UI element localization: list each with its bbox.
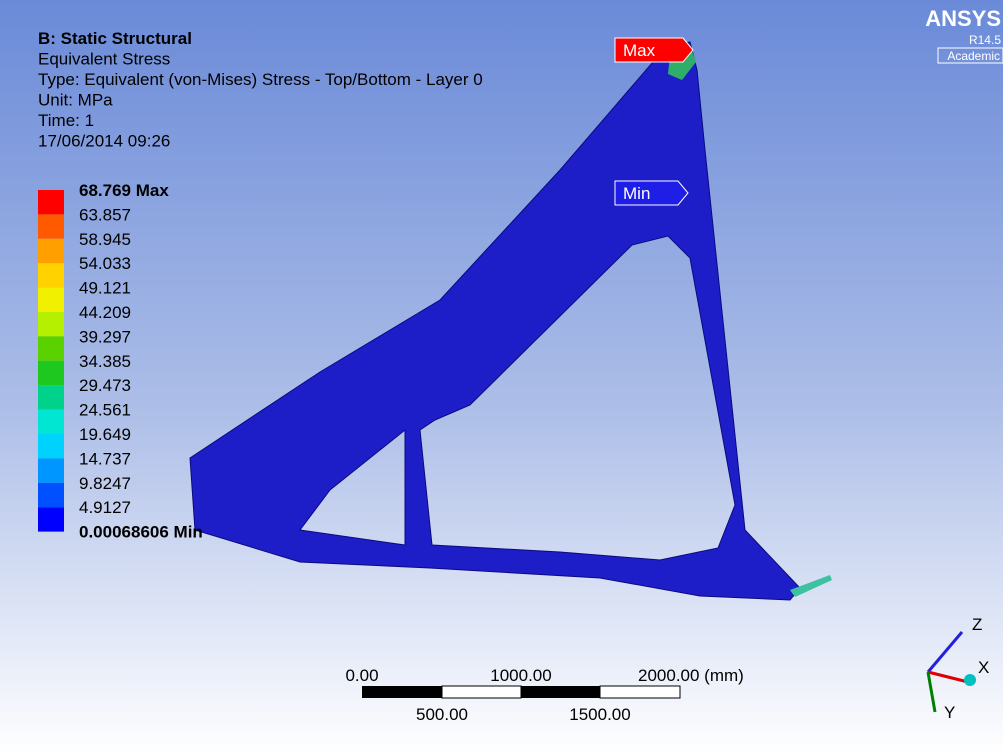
legend-swatch [38, 263, 64, 287]
min-label: Min [623, 184, 650, 203]
max-label: Max [623, 41, 656, 60]
legend-swatch [38, 336, 64, 360]
header-line: 17/06/2014 09:26 [38, 132, 170, 151]
logo-version: R14.5 [969, 33, 1001, 47]
scale-label: 1000.00 [490, 666, 551, 685]
header-line: Time: 1 [38, 111, 94, 130]
header-line: Unit: MPa [38, 91, 113, 110]
legend-swatch [38, 385, 64, 409]
axis-z: Z [972, 615, 982, 634]
scale-label: 500.00 [416, 705, 468, 724]
legend-label: 39.297 [79, 327, 131, 346]
legend-swatch [38, 361, 64, 385]
min-probe: Min [615, 181, 688, 205]
logo-name: ANSYS [925, 6, 1001, 31]
legend-swatch [38, 190, 64, 214]
legend-swatch [38, 410, 64, 434]
legend-label: 49.121 [79, 279, 131, 298]
legend-swatch [38, 312, 64, 336]
legend-label: 4.9127 [79, 498, 131, 517]
legend-swatch [38, 239, 64, 263]
legend-label: 63.857 [79, 205, 131, 224]
legend-swatch [38, 434, 64, 458]
legend-label: 34.385 [79, 352, 131, 371]
legend-label: 24.561 [79, 401, 131, 420]
legend-label: 14.737 [79, 449, 131, 468]
scale-label: 1500.00 [569, 705, 630, 724]
scale-label: 2000.00 (mm) [638, 666, 744, 685]
legend-swatch [38, 458, 64, 482]
legend-label: 58.945 [79, 230, 131, 249]
legend-label: 44.209 [79, 303, 131, 322]
legend-label: 19.649 [79, 425, 131, 444]
max-probe: Max [615, 38, 693, 62]
legend-label: 9.8247 [79, 474, 131, 493]
legend-swatch [38, 483, 64, 507]
background [0, 0, 1003, 755]
axis-y: Y [944, 703, 955, 722]
legend-swatch [38, 507, 64, 531]
header-line: Equivalent Stress [38, 50, 170, 69]
legend-label: 29.473 [79, 376, 131, 395]
legend-swatch [38, 288, 64, 312]
header-line: Type: Equivalent (von-Mises) Stress - To… [38, 70, 483, 89]
legend-label: 54.033 [79, 254, 131, 273]
header-line: B: Static Structural [38, 29, 192, 48]
scale-label: 0.00 [345, 666, 378, 685]
logo-edition: Academic [947, 49, 1000, 63]
legend-label: 0.00068606 Min [79, 523, 203, 542]
axis-x: X [978, 658, 989, 677]
legend-swatch [38, 214, 64, 238]
legend-label: 68.769 Max [79, 181, 169, 200]
viewport: B: Static Structural Equivalent StressTyp… [0, 0, 1003, 755]
